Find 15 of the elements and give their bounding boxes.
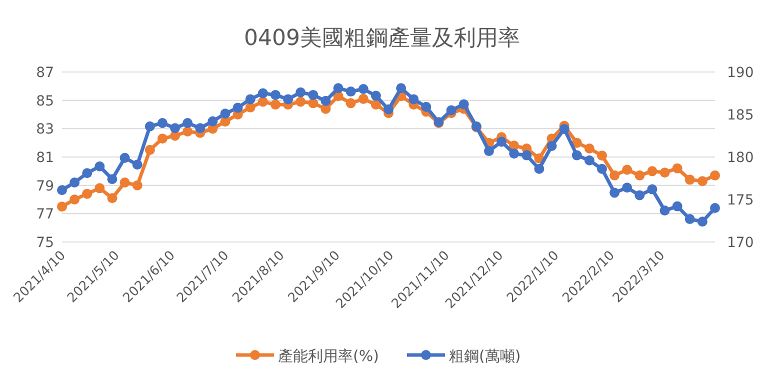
chart-title: 0409美國粗鋼產量及利用率 [244, 26, 520, 51]
legend-label: 產能利用率(%) [278, 347, 379, 365]
y2-tick-label: 185 [727, 108, 754, 124]
y2-tick-label: 175 [727, 192, 754, 208]
y-tick-label: 79 [36, 178, 54, 194]
y-tick-label: 75 [36, 235, 54, 251]
y-tick-label: 83 [36, 122, 54, 138]
y2-tick-label: 190 [727, 65, 754, 81]
y-tick-label: 85 [36, 93, 54, 110]
y-tick-label: 87 [36, 65, 54, 81]
y2-tick-label: 170 [727, 235, 754, 251]
y-tick-label: 81 [36, 150, 54, 166]
legend-label: 粗鋼(萬噸) [448, 347, 521, 365]
y-tick-label: 77 [36, 206, 54, 223]
y2-tick-label: 180 [727, 150, 754, 166]
